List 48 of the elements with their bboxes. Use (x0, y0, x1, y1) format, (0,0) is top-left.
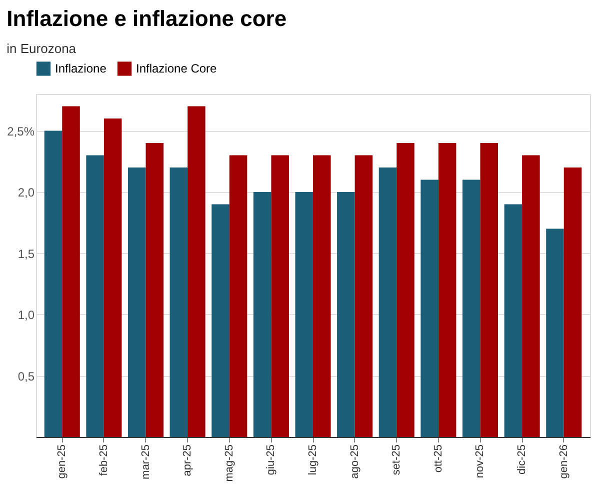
x-tick-label: mar-25 (140, 444, 152, 480)
bar (337, 192, 355, 437)
x-tick-label: gen-25 (56, 444, 68, 479)
y-tick-label: 1,5 (18, 246, 35, 261)
x-tick-label: dic-25 (516, 444, 528, 474)
bar (271, 155, 289, 437)
bar (396, 143, 414, 437)
x-tick-label: apr-25 (182, 444, 194, 476)
x-tick-label: set-25 (390, 444, 403, 476)
bar (188, 106, 206, 437)
bar (480, 143, 498, 437)
bar (104, 118, 122, 437)
bar (62, 106, 80, 437)
bar (564, 168, 582, 437)
x-tick-label: lug-25 (307, 444, 319, 476)
bar (128, 168, 146, 437)
chart-subtitle: in Eurozona (6, 41, 77, 56)
x-tick-label: ago-25 (348, 444, 361, 479)
x-tick-label: nov-25 (474, 444, 486, 478)
bar (170, 168, 188, 437)
legend-label: Inflazione Core (136, 62, 218, 76)
bar (86, 155, 104, 437)
bar (295, 192, 313, 437)
x-tick-label: gen-26 (558, 444, 570, 479)
bar (146, 143, 164, 437)
bar (522, 155, 540, 437)
y-tick-label: 1,0 (18, 308, 35, 322)
bar (378, 168, 397, 437)
bar (420, 180, 438, 437)
bar (44, 130, 62, 437)
legend-label: Inflazione (55, 62, 107, 76)
bar (462, 180, 480, 437)
bar (438, 143, 456, 437)
x-tick-label: feb-25 (98, 444, 110, 476)
bar (229, 155, 248, 437)
bar (212, 204, 230, 437)
x-tick-label: mag-25 (223, 444, 236, 482)
x-tick-label: giu-25 (265, 444, 278, 476)
bar (504, 204, 522, 437)
bar (354, 155, 373, 437)
bar (546, 228, 564, 437)
chart-title: Inflazione e inflazione core (6, 6, 287, 31)
y-tick-label: 0,5 (18, 369, 35, 384)
x-tick-label: ott-25 (432, 444, 444, 473)
y-tick-label: 2,5% (7, 124, 35, 138)
y-tick-label: 2,0 (18, 186, 35, 200)
bar (253, 192, 272, 437)
bar (313, 155, 331, 437)
